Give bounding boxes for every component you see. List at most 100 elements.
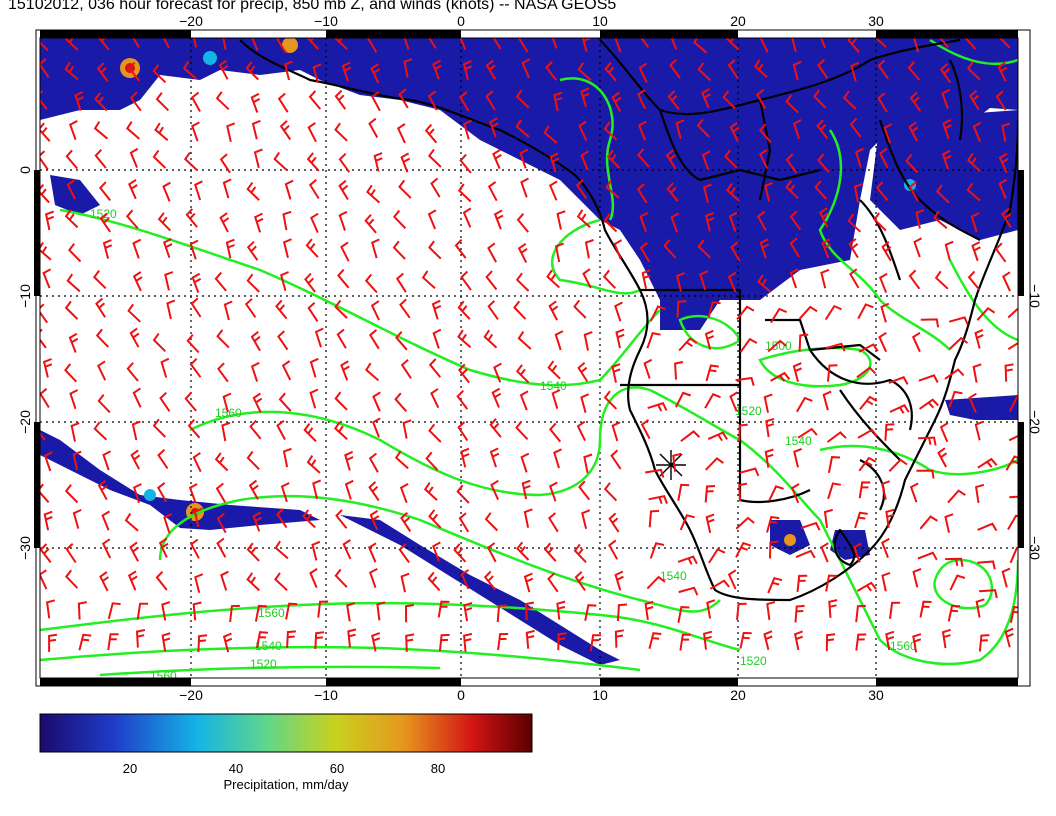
wind-barb xyxy=(515,119,530,138)
wind-barb xyxy=(194,573,204,593)
wind-barb xyxy=(908,181,919,202)
wind-barb xyxy=(1009,546,1018,564)
wind-barb xyxy=(918,374,939,383)
wind-barb xyxy=(428,240,442,260)
wind-barb xyxy=(428,423,442,443)
wind-barb xyxy=(703,630,713,650)
wind-barb xyxy=(437,600,450,618)
wind-barb xyxy=(74,91,84,112)
wind-barb xyxy=(855,633,867,651)
wind-barb xyxy=(611,363,621,383)
wind-barb xyxy=(254,604,267,622)
wind-barb xyxy=(249,419,262,440)
wind-barb xyxy=(758,123,772,144)
wind-barb xyxy=(724,149,738,169)
wind-barb xyxy=(251,38,259,51)
wind-barb xyxy=(67,243,82,263)
wind-barb xyxy=(276,38,287,54)
wind-barb xyxy=(101,538,112,559)
wind-barb xyxy=(674,361,684,380)
colorbar-label: Precipitation, mm/day xyxy=(224,777,349,792)
wind-barb xyxy=(127,303,141,323)
wind-barb xyxy=(371,91,381,112)
wind-barb xyxy=(485,90,496,111)
wind-barb xyxy=(373,152,383,172)
wind-barb xyxy=(859,395,878,411)
wind-barb xyxy=(188,483,198,504)
wind-barb xyxy=(490,479,500,501)
height-contours xyxy=(40,38,1018,677)
wind-barb xyxy=(885,508,895,528)
wind-barb xyxy=(493,209,504,230)
wind-barb xyxy=(312,479,322,500)
wind-barb xyxy=(157,449,169,470)
contour-label: 1560 xyxy=(150,669,177,683)
wind-barb xyxy=(102,450,112,471)
wind-barb xyxy=(277,92,289,113)
wind-barb xyxy=(189,239,199,260)
wind-barb xyxy=(584,604,597,622)
wind-barb xyxy=(222,392,232,413)
wind-barb xyxy=(881,480,891,500)
wind-barb xyxy=(696,118,710,138)
wind-barb xyxy=(735,516,755,530)
wind-barb xyxy=(770,307,787,324)
wind-barb xyxy=(338,152,351,173)
wind-barb xyxy=(457,329,472,349)
wind-barb xyxy=(680,430,701,442)
wind-barb xyxy=(948,316,969,326)
wind-barb xyxy=(935,184,950,204)
wind-barb xyxy=(250,92,261,113)
wind-barb xyxy=(226,122,236,143)
wind-barb xyxy=(483,329,498,349)
wind-barb xyxy=(827,456,841,473)
wind-barb xyxy=(400,358,412,379)
wind-barb xyxy=(823,508,833,529)
wind-barb xyxy=(646,575,666,590)
wind-barb xyxy=(999,38,1011,49)
wind-barb xyxy=(191,272,202,293)
wind-barb xyxy=(669,58,681,79)
wind-barb xyxy=(785,94,799,114)
wind-barb xyxy=(458,512,470,533)
wind-barb xyxy=(370,300,380,321)
wind-barb xyxy=(919,398,939,410)
wind-barb xyxy=(759,148,769,170)
wind-barb xyxy=(219,212,230,233)
wind-barb xyxy=(847,213,862,233)
wind-barb xyxy=(966,153,981,172)
wind-barb xyxy=(183,152,198,171)
wind-barb xyxy=(948,336,969,350)
wind-barb xyxy=(333,421,348,441)
wind-barb xyxy=(400,512,412,532)
wind-barb xyxy=(573,299,587,319)
wind-barb xyxy=(974,328,984,349)
lon-labels-top: −20 −10 0 10 20 30 xyxy=(179,13,884,29)
wind-barb xyxy=(248,479,259,500)
wind-barb xyxy=(602,269,617,289)
wind-barb xyxy=(543,125,558,144)
wind-barb xyxy=(913,38,920,53)
wind-barb xyxy=(589,634,602,652)
wind-barb xyxy=(517,331,532,350)
wind-barb xyxy=(160,357,170,378)
wind-barb xyxy=(858,481,871,499)
wind-barb xyxy=(157,212,172,232)
wind-barb xyxy=(974,483,985,504)
lon-label: −10 xyxy=(314,13,338,29)
wind-barb xyxy=(828,599,838,618)
wind-barb xyxy=(491,387,502,408)
wind-barb xyxy=(1009,495,1018,499)
wind-barb xyxy=(66,179,76,200)
wind-barb xyxy=(312,63,322,84)
wind-barb xyxy=(68,120,78,141)
wind-barb xyxy=(817,153,830,173)
wind-barb xyxy=(215,482,226,503)
wind-barb xyxy=(948,390,963,408)
wind-barb xyxy=(94,149,107,169)
wind-barb xyxy=(225,238,235,259)
wind-barb xyxy=(157,482,168,503)
wind-barb xyxy=(554,330,564,351)
wind-barb xyxy=(727,59,739,80)
wind-barb xyxy=(520,452,530,473)
